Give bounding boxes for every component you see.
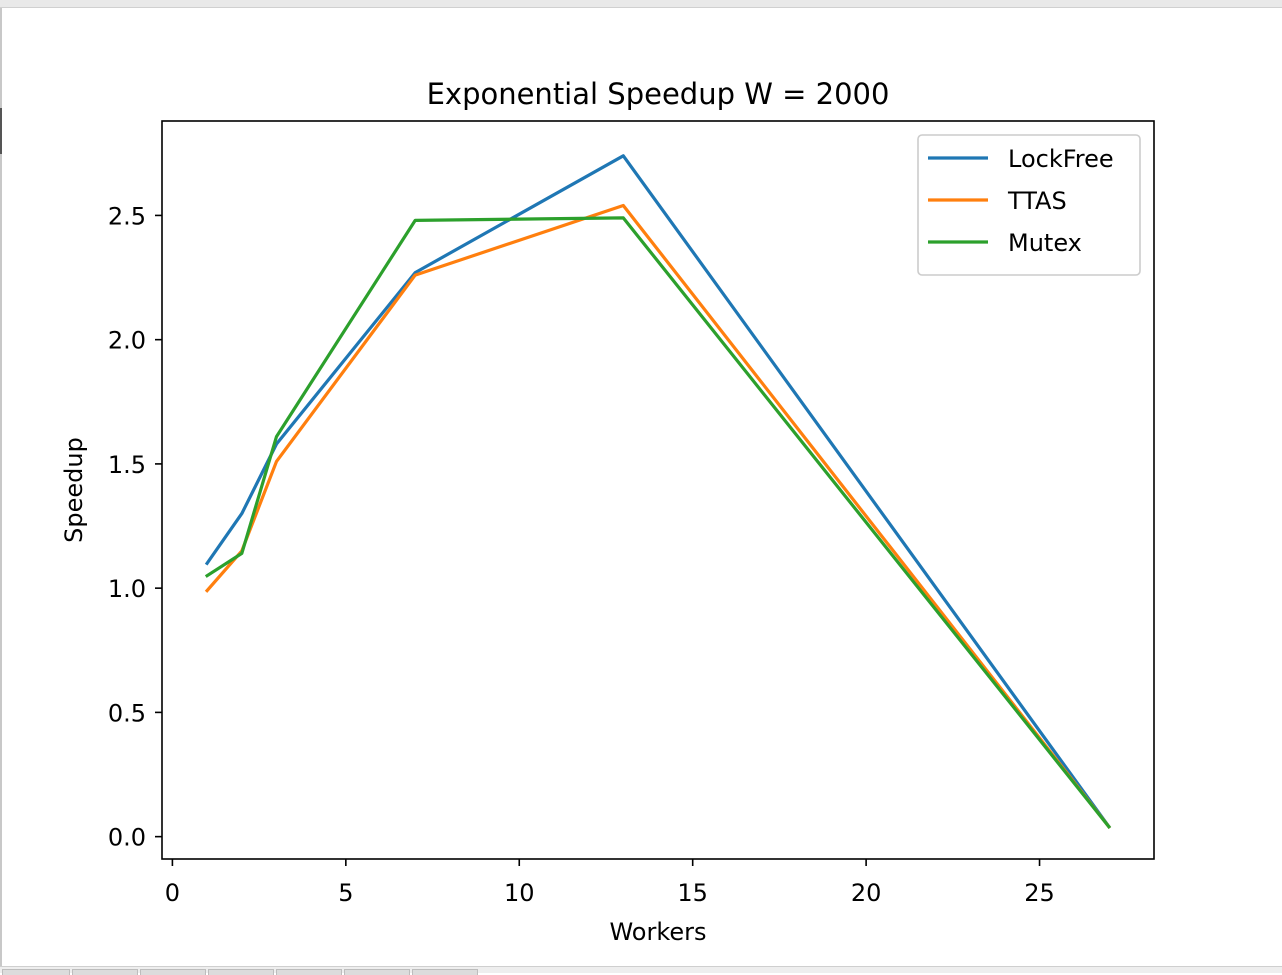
y-axis-label: Speedup — [60, 437, 88, 543]
y-axis: 0.0 0.5 1.0 1.5 2.0 2.5 — [108, 202, 162, 852]
series-line-lockfree — [204, 154, 1112, 829]
x-tick-label: 20 — [851, 879, 882, 907]
y-tick-label: 2.5 — [108, 202, 146, 230]
x-tick-label: 5 — [338, 879, 353, 907]
x-tick-label: 0 — [165, 879, 180, 907]
x-tick-label: 10 — [504, 879, 535, 907]
x-tick-label: 25 — [1024, 879, 1055, 907]
y-tick-label: 0.5 — [108, 699, 146, 727]
legend-label: Mutex — [1008, 229, 1082, 257]
x-axis: 0 5 10 15 20 25 — [165, 859, 1055, 907]
window-top-border — [0, 0, 1282, 8]
y-tick-label: 0.0 — [108, 824, 146, 852]
series-line-mutex — [204, 216, 1112, 829]
legend: LockFree TTAS Mutex — [917, 134, 1141, 276]
y-tick-label: 1.0 — [108, 575, 146, 603]
legend-frame — [917, 134, 1141, 276]
x-tick-label: 15 — [677, 879, 708, 907]
legend-label: TTAS — [1007, 187, 1067, 215]
x-axis-label: Workers — [609, 918, 706, 946]
chart-title: Exponential Speedup W = 2000 — [427, 77, 890, 111]
y-tick-label: 1.5 — [108, 451, 146, 479]
legend-label: LockFree — [1008, 145, 1114, 173]
series-lines — [204, 154, 1112, 829]
y-tick-label: 2.0 — [108, 327, 146, 355]
window-left-border — [0, 8, 2, 966]
